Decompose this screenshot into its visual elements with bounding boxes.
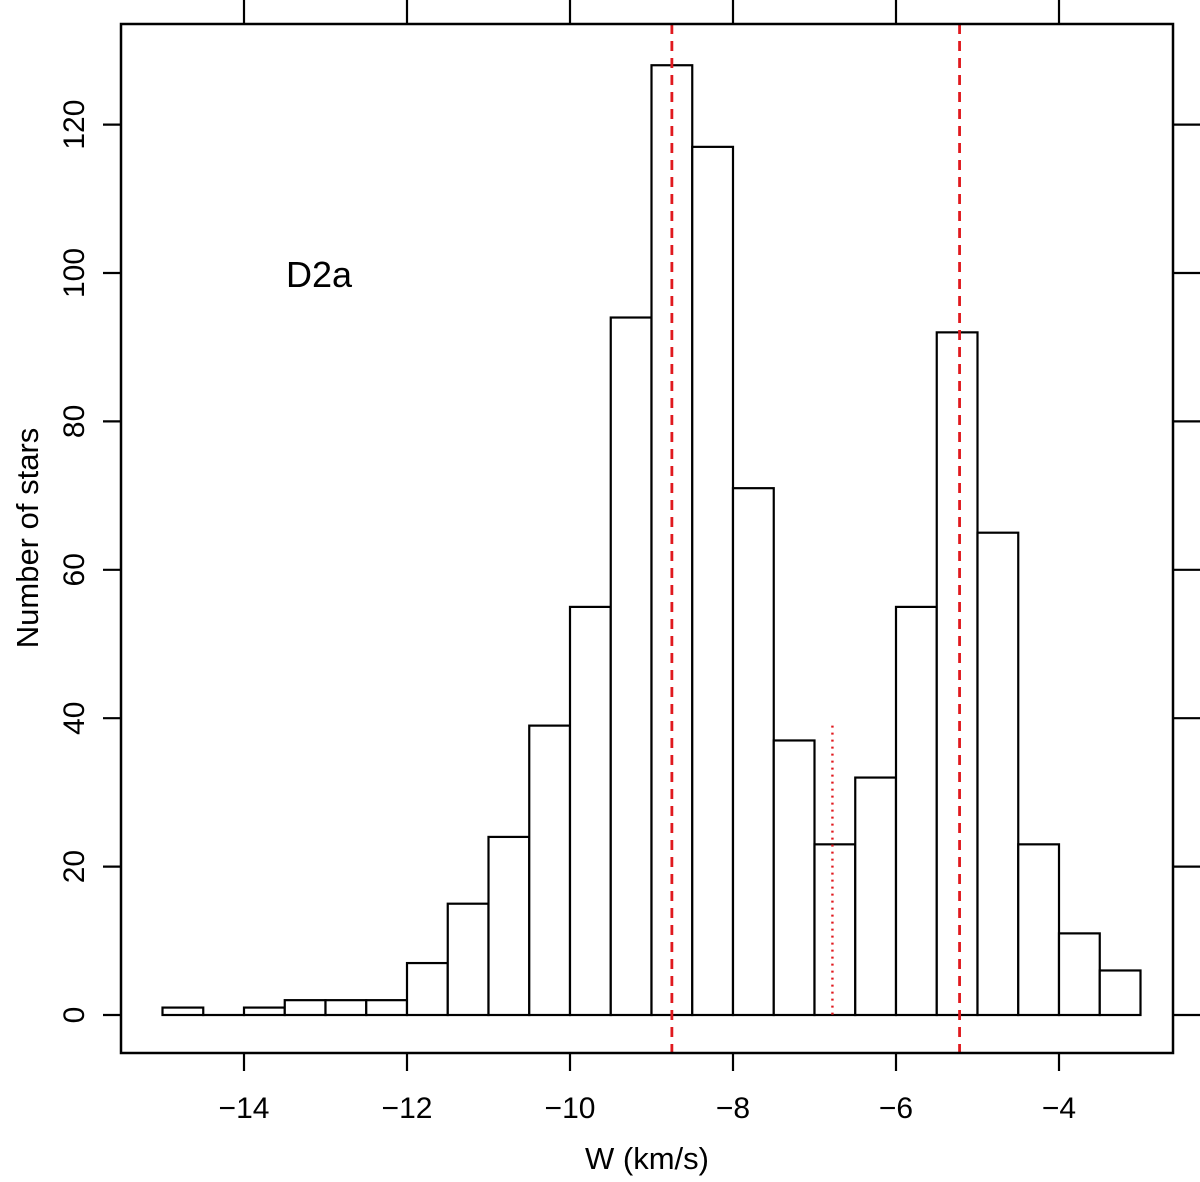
histogram-bar — [813, 843, 857, 1017]
x-tick-label: −8 — [716, 1092, 750, 1125]
x-tick-label: −10 — [545, 1092, 596, 1125]
x-axis-bottom-ticks: −14 −12 −10 −8 −6 −4 — [219, 1053, 1076, 1125]
plot-frame — [119, 22, 1175, 1055]
histogram-bar — [242, 1006, 286, 1017]
histogram-bar — [528, 724, 572, 1017]
histogram-bar — [446, 902, 490, 1017]
y-tick-label: 20 — [58, 850, 91, 883]
histogram-bar — [405, 961, 449, 1017]
y-tick-label: 100 — [58, 248, 91, 298]
y-tick-label: 40 — [58, 702, 91, 735]
histogram-bar — [1017, 843, 1061, 1017]
histogram-bar — [976, 531, 1020, 1017]
histogram-bar — [935, 331, 979, 1017]
x-tick-label: −14 — [219, 1092, 270, 1125]
y-tick-label: 60 — [58, 553, 91, 586]
histogram-bar — [1057, 932, 1101, 1017]
x-tick-label: −4 — [1042, 1092, 1076, 1125]
x-tick-label: −6 — [879, 1092, 913, 1125]
x-axis-top-ticks — [242, 0, 1061, 24]
histogram-bar — [568, 605, 612, 1017]
reference-lines — [670, 24, 961, 1053]
histogram-bar — [1098, 969, 1142, 1017]
y-tick-label: 120 — [58, 100, 91, 150]
histogram-bar — [772, 739, 816, 1017]
histogram-bar — [161, 1006, 205, 1017]
histogram-bar — [854, 776, 898, 1017]
y-tick-label: 80 — [58, 405, 91, 438]
y-axis-ticks: 0 20 40 60 80 100 120 — [58, 100, 1200, 1024]
histogram-bar — [691, 145, 735, 1017]
histogram-bar — [894, 605, 938, 1017]
histogram-bars — [161, 64, 1142, 1017]
histogram-bar — [487, 835, 531, 1017]
y-tick-label: 0 — [58, 1007, 91, 1024]
x-tick-label: −12 — [382, 1092, 433, 1125]
y-axis-label: Number of stars — [10, 428, 45, 649]
histogram-bar — [731, 487, 775, 1017]
histogram-bar — [365, 999, 409, 1017]
x-axis-label: W (km/s) — [585, 1141, 709, 1176]
histogram-bar — [283, 999, 327, 1017]
panel-annotation: D2a — [286, 254, 353, 295]
histogram-bar — [609, 316, 653, 1017]
histogram-bar — [324, 999, 368, 1017]
